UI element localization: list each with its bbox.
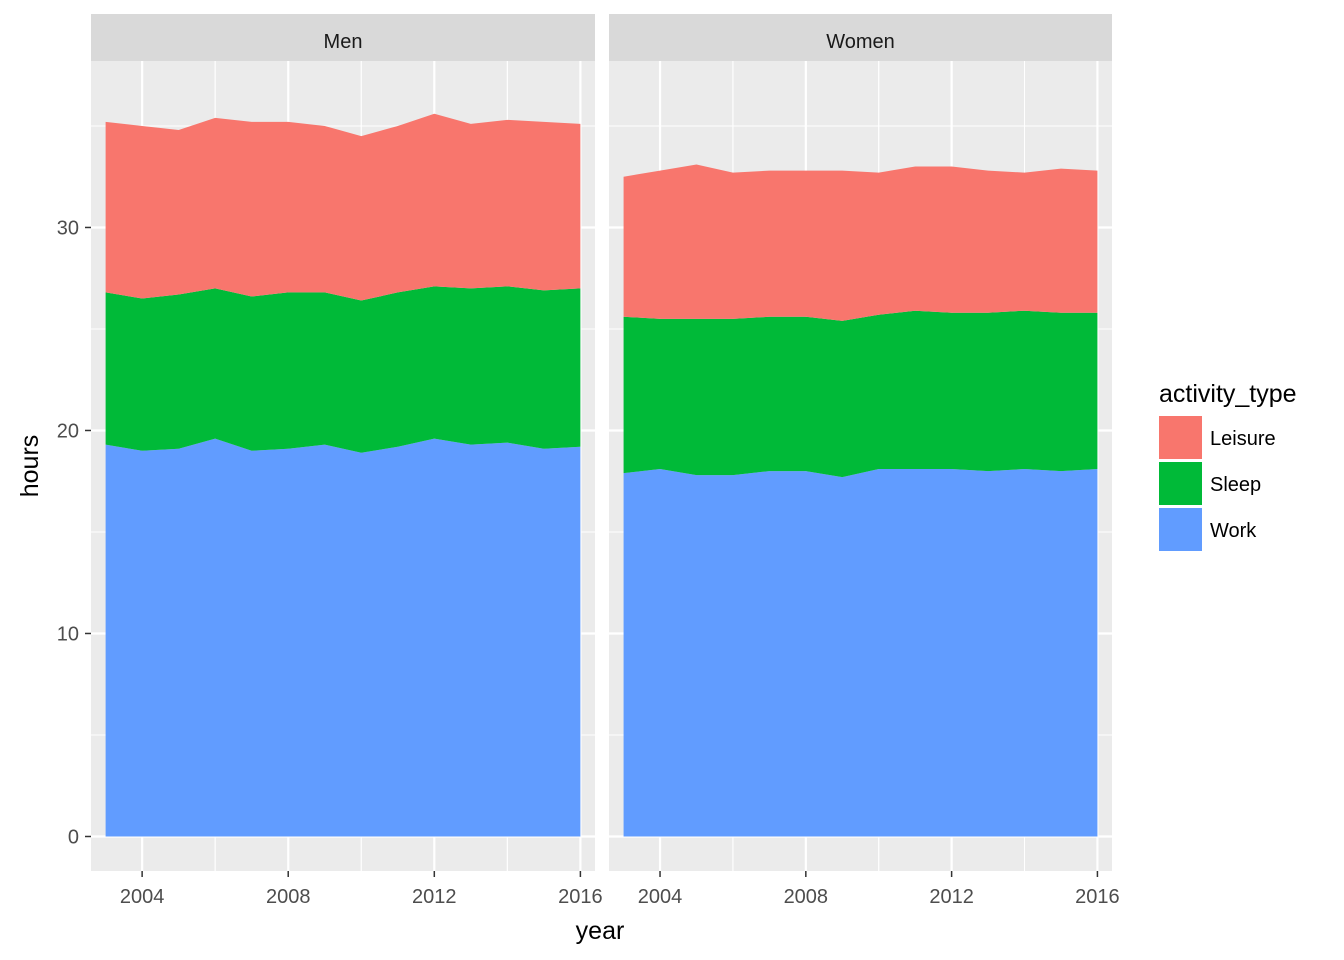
x-tick-label: 2008 [266, 886, 311, 908]
y-tick-label: 30 [57, 217, 79, 239]
facet-strip [609, 14, 1112, 61]
legend: activity_type Leisure Sleep Work [1159, 380, 1297, 551]
x-tick-label: 2004 [638, 886, 683, 908]
area-work-women [623, 469, 1098, 837]
legend-label-sleep: Sleep [1210, 474, 1261, 496]
facet-panel-men: Men 2004 2008 2012 2016 [91, 14, 603, 908]
legend-title: activity_type [1159, 380, 1297, 408]
legend-key-sleep [1159, 462, 1202, 505]
y-axis: 0 10 20 30 [57, 217, 91, 848]
legend-label-leisure: Leisure [1210, 428, 1276, 450]
facet-strip-label: Women [826, 31, 895, 53]
area-leisure-men [105, 113, 581, 301]
area-sleep-men [105, 286, 581, 453]
y-axis-title: hours [16, 435, 44, 498]
x-tick-label: 2016 [558, 886, 603, 908]
facet-panel-women: Women 2004 2008 2012 2016 [609, 14, 1120, 908]
area-sleep-women [623, 310, 1098, 478]
y-tick-label: 0 [68, 826, 79, 848]
facet-panels: Men 2004 2008 2012 2016 Women 2004 2008 2012 2016 [91, 14, 1120, 908]
x-tick-label: 2004 [120, 886, 165, 908]
area-leisure-women [623, 164, 1098, 321]
y-tick-label: 20 [57, 420, 79, 442]
legend-label-work: Work [1210, 520, 1257, 542]
x-axis-title: year [576, 917, 625, 945]
y-tick-label: 10 [57, 623, 79, 645]
x-tick-label: 2008 [784, 886, 829, 908]
x-tick-label: 2016 [1075, 886, 1120, 908]
x-tick-label: 2012 [929, 886, 974, 908]
facet-strip-label: Men [324, 31, 363, 53]
area-work-men [105, 438, 581, 837]
x-tick-label: 2012 [412, 886, 457, 908]
legend-key-leisure [1159, 416, 1202, 459]
legend-key-work [1159, 508, 1202, 551]
facet-strip [91, 14, 595, 61]
